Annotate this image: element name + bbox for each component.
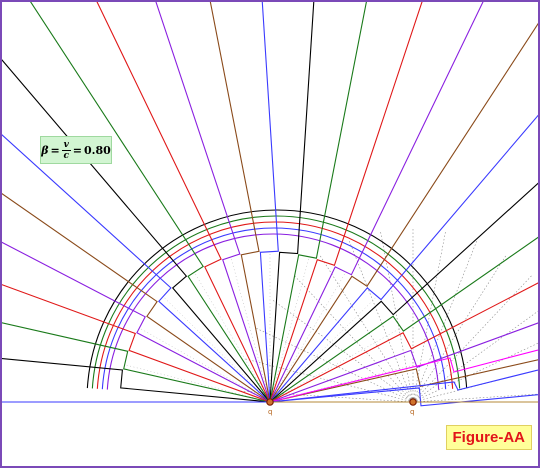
dotted-line-4 xyxy=(294,275,414,403)
dotted-line-left-7 xyxy=(269,272,346,403)
dotted-line-1 xyxy=(244,358,414,403)
field-line-16 xyxy=(269,22,538,403)
dotted-field-lines xyxy=(124,228,538,403)
figure-label: Figure-AA xyxy=(445,425,532,450)
dotted-line-6 xyxy=(348,240,414,403)
field-line-paths xyxy=(2,2,538,407)
beta-numerator: v xyxy=(63,139,69,150)
field-line-5 xyxy=(2,134,271,403)
beta-equals-2: = xyxy=(72,143,82,157)
field-line-0 xyxy=(2,358,271,403)
field-line-6 xyxy=(2,59,271,403)
field-line-20 xyxy=(269,282,538,403)
beta-value: 0.80 xyxy=(83,143,111,157)
field-line-22 xyxy=(269,359,538,403)
dotted-line-left-4 xyxy=(230,257,271,403)
field-line-23 xyxy=(269,387,538,407)
field-line-blue-low xyxy=(269,369,538,403)
beta-value-box: β = v c = 0.80 xyxy=(40,136,112,164)
dotted-line-9 xyxy=(412,231,446,403)
kink-arc-4 xyxy=(106,233,440,390)
field-line-12 xyxy=(269,2,315,403)
dotted-line-left-0 xyxy=(124,364,271,403)
field-line-21 xyxy=(269,322,538,403)
beta-symbol: β xyxy=(41,143,49,157)
field-line-8 xyxy=(96,2,271,403)
field-line-7 xyxy=(30,2,271,403)
dotted-line-left-2 xyxy=(163,296,271,403)
field-line-magenta xyxy=(269,349,538,403)
charge-left xyxy=(266,398,274,406)
dotted-line-left-8 xyxy=(269,296,377,403)
field-line-14 xyxy=(269,2,423,403)
charge-right xyxy=(409,398,417,406)
kink-arc-2 xyxy=(96,221,454,389)
field-line-17 xyxy=(269,114,538,403)
dotted-line-left-1 xyxy=(139,327,271,403)
dotted-line-13 xyxy=(412,310,538,403)
kink-arc-3 xyxy=(101,227,447,390)
beta-equals: = xyxy=(50,143,60,157)
beta-denominator: c xyxy=(63,150,69,161)
dotted-line-left-3 xyxy=(194,272,271,403)
field-line-10 xyxy=(209,2,271,403)
charge-label-left: q xyxy=(268,408,273,416)
dotted-line-10 xyxy=(412,240,478,403)
field-line-19 xyxy=(269,236,538,403)
dotted-line-7 xyxy=(380,231,414,403)
field-line-4 xyxy=(2,193,271,403)
field-line-18 xyxy=(269,182,538,403)
fraction-bar xyxy=(61,149,71,151)
beta-fraction: v c xyxy=(61,139,71,161)
field-line-2 xyxy=(2,284,271,403)
charge-label-right: q xyxy=(410,408,415,416)
dotted-line-left-9 xyxy=(269,327,401,403)
field-line-3 xyxy=(2,241,271,403)
dotted-line-15 xyxy=(412,369,538,403)
field-line-13 xyxy=(269,2,367,403)
dotted-line-14 xyxy=(412,342,538,403)
field-line-1 xyxy=(2,322,271,403)
field-line-15 xyxy=(269,2,484,403)
dotted-line-left-6 xyxy=(269,257,310,403)
dotted-line-3 xyxy=(272,299,414,403)
charges xyxy=(266,398,417,406)
field-line-9 xyxy=(155,2,271,403)
field-line-11 xyxy=(259,2,279,403)
dotted-line-16 xyxy=(412,393,538,403)
dotted-line-11 xyxy=(412,255,507,403)
dotted-line-5 xyxy=(319,255,414,403)
